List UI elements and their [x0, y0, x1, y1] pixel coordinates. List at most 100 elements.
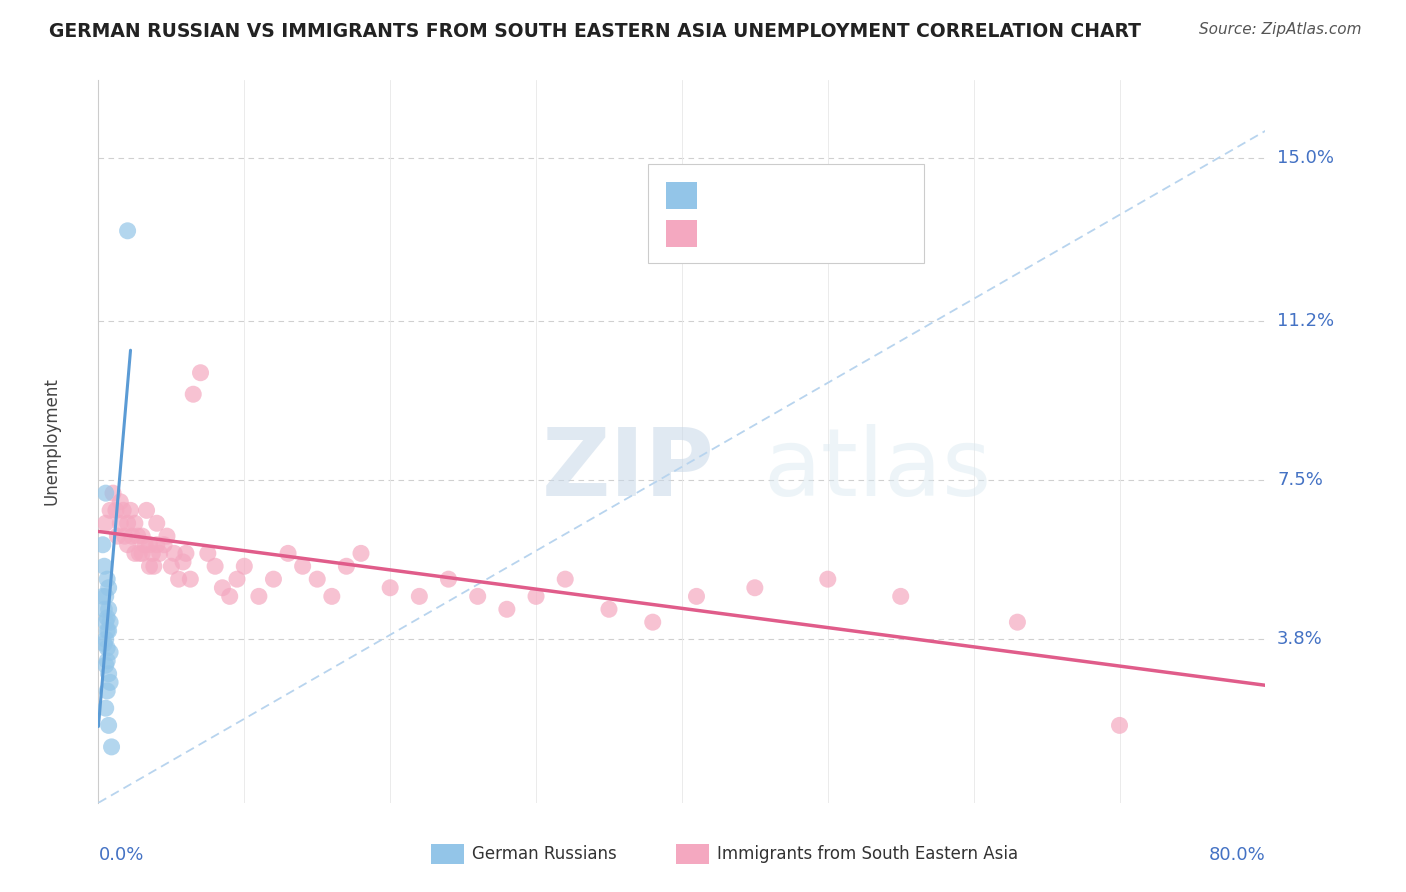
- Bar: [676, 844, 709, 864]
- Point: [94, 590, 117, 604]
- Point: [93, 559, 115, 574]
- Point: [97, 718, 120, 732]
- Text: R =: R =: [704, 186, 755, 204]
- Point: [128, 546, 150, 560]
- Text: 80.0%: 80.0%: [1209, 846, 1265, 863]
- Point: [817, 572, 839, 586]
- Text: Unemployment: Unemployment: [42, 377, 60, 506]
- Point: [141, 546, 163, 560]
- Point: [138, 538, 160, 552]
- Point: [110, 494, 132, 508]
- Point: [94, 486, 117, 500]
- Point: [120, 503, 142, 517]
- Point: [190, 366, 212, 380]
- Text: N =: N =: [817, 224, 858, 242]
- Point: [94, 615, 117, 630]
- Point: [96, 684, 118, 698]
- Text: 11.2%: 11.2%: [1277, 312, 1334, 330]
- Point: [121, 529, 143, 543]
- Point: [321, 590, 343, 604]
- Point: [146, 538, 169, 552]
- Text: 0.081: 0.081: [749, 186, 800, 204]
- Point: [641, 615, 664, 630]
- Text: R =: R =: [704, 224, 745, 242]
- Point: [179, 572, 201, 586]
- Point: [167, 572, 190, 586]
- Bar: [432, 844, 464, 864]
- Text: atlas: atlas: [763, 425, 991, 516]
- Point: [156, 529, 179, 543]
- Point: [174, 546, 197, 560]
- Point: [226, 572, 249, 586]
- Text: German Russians: German Russians: [472, 845, 617, 863]
- Point: [91, 538, 114, 552]
- Point: [114, 529, 136, 543]
- Point: [1007, 615, 1029, 630]
- Point: [1108, 718, 1130, 732]
- Point: [204, 559, 226, 574]
- Point: [96, 624, 118, 638]
- Point: [380, 581, 402, 595]
- Point: [98, 645, 121, 659]
- Text: GERMAN RUSSIAN VS IMMIGRANTS FROM SOUTH EASTERN ASIA UNEMPLOYMENT CORRELATION CH: GERMAN RUSSIAN VS IMMIGRANTS FROM SOUTH …: [49, 22, 1142, 41]
- Text: ZIP: ZIP: [541, 425, 714, 516]
- Text: 3.8%: 3.8%: [1277, 631, 1323, 648]
- Point: [291, 559, 314, 574]
- Point: [94, 516, 117, 531]
- Point: [149, 546, 172, 560]
- Point: [135, 503, 157, 517]
- Point: [91, 590, 114, 604]
- Point: [117, 538, 139, 552]
- Point: [277, 546, 299, 560]
- Point: [96, 611, 118, 625]
- Point: [112, 503, 135, 517]
- Point: [93, 637, 115, 651]
- Point: [97, 624, 120, 638]
- Point: [98, 503, 121, 517]
- Point: [197, 546, 219, 560]
- Point: [96, 572, 118, 586]
- Point: [124, 516, 146, 531]
- Point: [94, 632, 117, 647]
- Point: [408, 590, 430, 604]
- Text: 67: 67: [862, 224, 882, 242]
- Point: [350, 546, 373, 560]
- Point: [153, 538, 176, 552]
- Point: [100, 739, 122, 754]
- Point: [163, 546, 186, 560]
- Point: [98, 675, 121, 690]
- Point: [172, 555, 194, 569]
- Point: [496, 602, 519, 616]
- Point: [685, 590, 707, 604]
- Text: N =: N =: [817, 186, 858, 204]
- Point: [247, 590, 270, 604]
- Point: [105, 529, 128, 543]
- Point: [98, 615, 121, 630]
- Point: [211, 581, 233, 595]
- Point: [160, 559, 183, 574]
- Text: Source: ZipAtlas.com: Source: ZipAtlas.com: [1198, 22, 1361, 37]
- Point: [437, 572, 460, 586]
- Point: [117, 224, 139, 238]
- Point: [181, 387, 204, 401]
- Point: [110, 516, 132, 531]
- Text: 7.5%: 7.5%: [1277, 471, 1323, 489]
- Text: Immigrants from South Eastern Asia: Immigrants from South Eastern Asia: [717, 845, 1018, 863]
- Point: [94, 701, 117, 715]
- Point: [97, 666, 120, 681]
- Point: [101, 486, 124, 500]
- Point: [146, 516, 169, 531]
- Point: [218, 590, 240, 604]
- Text: 27: 27: [862, 186, 882, 204]
- Point: [134, 538, 156, 552]
- Point: [890, 590, 912, 604]
- Point: [97, 602, 120, 616]
- Text: 0.0%: 0.0%: [98, 846, 143, 863]
- Point: [142, 559, 165, 574]
- Point: [131, 546, 153, 560]
- Point: [97, 581, 120, 595]
- Point: [94, 658, 117, 673]
- Point: [124, 546, 146, 560]
- Point: [262, 572, 284, 586]
- Point: [138, 559, 160, 574]
